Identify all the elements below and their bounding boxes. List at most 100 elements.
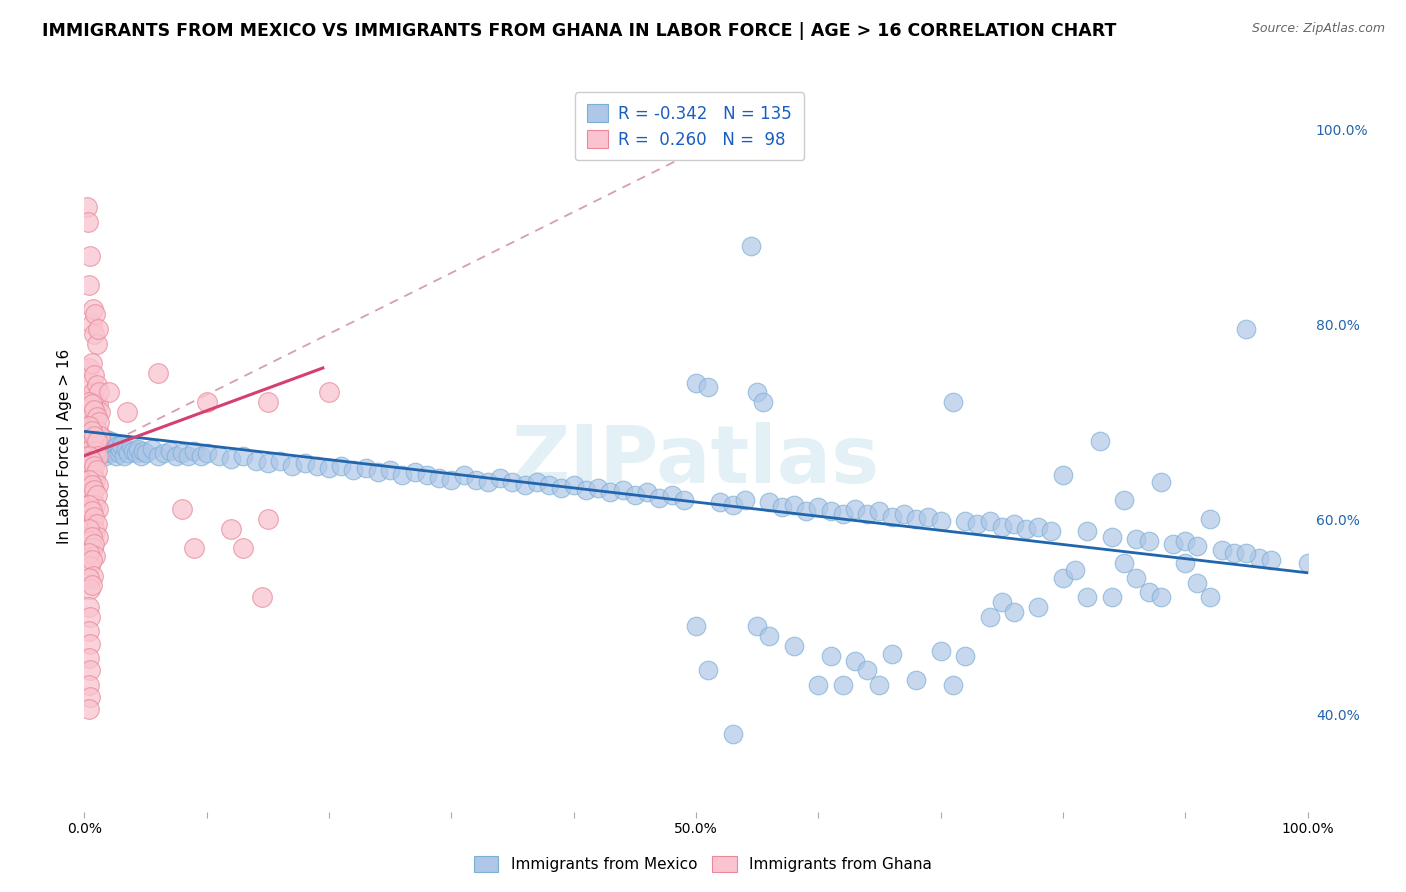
- Point: [807, 500, 830, 515]
- Point: [82, 439, 104, 453]
- Point: [80, 425, 103, 439]
- Point: [84, 549, 107, 564]
- Point: [79, 432, 101, 446]
- Point: [79, 533, 101, 548]
- Point: [195, 446, 218, 460]
- Point: [97, 439, 120, 453]
- Point: [453, 468, 475, 483]
- Point: [318, 461, 340, 475]
- Point: [844, 654, 866, 668]
- Point: [427, 471, 450, 485]
- Point: [636, 484, 658, 499]
- Point: [391, 468, 413, 483]
- Point: [91, 446, 114, 460]
- Point: [354, 461, 377, 475]
- Point: [752, 395, 775, 409]
- Point: [82, 415, 104, 429]
- Point: [82, 541, 104, 556]
- Point: [172, 446, 194, 460]
- Point: [94, 449, 117, 463]
- Point: [100, 434, 122, 449]
- Point: [87, 530, 110, 544]
- Point: [86, 377, 108, 392]
- Point: [87, 502, 110, 516]
- Point: [96, 432, 118, 446]
- Point: [869, 678, 891, 692]
- Point: [942, 395, 965, 409]
- Point: [112, 449, 135, 463]
- Point: [93, 436, 115, 450]
- Point: [86, 425, 108, 439]
- Point: [195, 395, 218, 409]
- Point: [747, 385, 769, 400]
- Point: [132, 443, 155, 458]
- Point: [84, 419, 107, 434]
- Point: [79, 484, 101, 499]
- Point: [489, 471, 512, 485]
- Point: [1161, 536, 1184, 550]
- Point: [183, 541, 205, 556]
- Point: [104, 436, 127, 450]
- Point: [305, 458, 328, 473]
- Point: [1076, 590, 1098, 604]
- Point: [84, 395, 107, 409]
- Point: [1002, 516, 1025, 531]
- Point: [146, 449, 169, 463]
- Point: [110, 438, 132, 452]
- Point: [135, 446, 157, 460]
- Point: [77, 522, 100, 536]
- Point: [747, 619, 769, 633]
- Point: [502, 475, 524, 489]
- Point: [98, 446, 121, 460]
- Point: [82, 385, 104, 400]
- Point: [1247, 551, 1270, 566]
- Point: [79, 442, 101, 456]
- Point: [80, 434, 103, 449]
- Point: [153, 446, 176, 460]
- Point: [208, 449, 231, 463]
- Point: [250, 590, 273, 604]
- Point: [79, 609, 101, 624]
- Point: [1064, 563, 1087, 577]
- Point: [86, 488, 108, 502]
- Point: [77, 624, 100, 639]
- Point: [1125, 571, 1147, 585]
- Point: [80, 504, 103, 518]
- Point: [979, 609, 1001, 624]
- Point: [82, 492, 104, 507]
- Point: [83, 439, 105, 453]
- Point: [953, 514, 976, 528]
- Point: [87, 425, 110, 439]
- Point: [108, 442, 131, 456]
- Point: [79, 582, 101, 597]
- Point: [80, 578, 103, 592]
- Point: [1028, 520, 1050, 534]
- Point: [672, 492, 695, 507]
- Point: [87, 434, 110, 449]
- Point: [1125, 532, 1147, 546]
- Text: ZIPatlas: ZIPatlas: [512, 422, 880, 500]
- Legend: Immigrants from Mexico, Immigrants from Ghana: Immigrants from Mexico, Immigrants from …: [467, 848, 939, 880]
- Point: [79, 637, 101, 651]
- Point: [83, 483, 105, 497]
- Point: [141, 442, 163, 456]
- Point: [257, 395, 280, 409]
- Point: [76, 200, 98, 214]
- Point: [1002, 605, 1025, 619]
- Point: [84, 524, 107, 538]
- Point: [464, 473, 486, 487]
- Point: [820, 504, 842, 518]
- Point: [526, 475, 548, 489]
- Point: [586, 481, 609, 495]
- Point: [758, 494, 780, 508]
- Point: [115, 405, 138, 419]
- Point: [87, 415, 110, 429]
- Point: [1052, 571, 1074, 585]
- Point: [380, 463, 402, 477]
- Point: [87, 449, 110, 463]
- Point: [929, 514, 952, 528]
- Point: [79, 376, 101, 390]
- Point: [84, 498, 107, 512]
- Point: [77, 702, 100, 716]
- Point: [721, 498, 744, 512]
